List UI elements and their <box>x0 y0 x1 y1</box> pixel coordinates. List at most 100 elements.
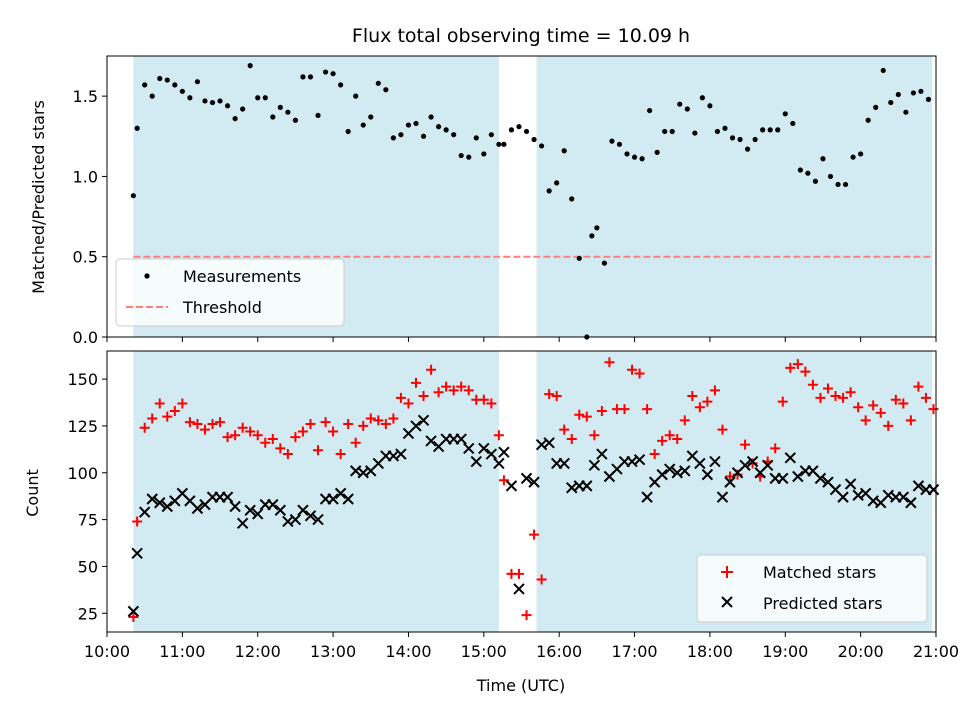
measurement-point <box>910 90 916 96</box>
measurement-point <box>576 255 582 261</box>
measurement-point <box>669 128 675 135</box>
matched-star-point <box>521 610 532 621</box>
predicted-star-point <box>784 452 797 464</box>
matched-star-point <box>252 430 263 441</box>
measurement-point <box>609 138 615 144</box>
matched-star-point <box>230 430 241 441</box>
predicted-star-point <box>244 504 256 516</box>
bottom-series-0 <box>128 357 939 623</box>
matched-star-point <box>815 392 826 403</box>
measurement-point <box>375 80 381 86</box>
x-tick-label-6: 16:00 <box>536 642 582 661</box>
matched-star-point <box>328 426 339 437</box>
predicted-star-point <box>138 506 151 518</box>
matched-star-point <box>657 435 668 446</box>
measurement-point <box>436 124 442 130</box>
matched-star-point <box>740 439 751 450</box>
matched-star-point <box>358 420 369 431</box>
predicted-star-point <box>410 420 422 432</box>
measurement-point <box>873 104 879 110</box>
measurement-point <box>330 71 336 77</box>
predicted-star-point <box>927 483 940 496</box>
matched-star-point <box>388 413 399 424</box>
measurement-point <box>360 122 366 128</box>
threshold-legend-label: Threshold <box>182 298 262 317</box>
matched-star-point <box>551 390 562 401</box>
measurement-point <box>247 63 253 69</box>
measurement-point <box>488 132 494 138</box>
matched-star-point <box>184 417 195 428</box>
measurement-point <box>631 154 638 160</box>
measurement-point <box>209 99 216 106</box>
measurement-point <box>797 167 803 173</box>
bottom-legend-box <box>696 554 928 623</box>
matched-star-point <box>747 458 758 469</box>
matched-star-point <box>807 379 818 390</box>
measurement-point <box>142 82 148 88</box>
matched-legend-marker <box>721 566 733 578</box>
measurement-point <box>729 135 736 141</box>
matched-star-point <box>403 398 414 409</box>
measurement-point <box>398 132 404 138</box>
measurement-point <box>270 114 276 120</box>
measurement-point <box>338 82 344 88</box>
top-series-0 <box>130 63 932 340</box>
top-y-axis-label: Matched/Predicted stars <box>29 100 48 294</box>
measurement-point <box>179 88 185 94</box>
predicted-star-point <box>694 457 706 470</box>
matched-star-point <box>441 381 452 392</box>
matched-star-point <box>845 387 856 398</box>
matched-star-point <box>694 402 705 413</box>
predicted-star-point <box>777 472 789 485</box>
measurement-point <box>858 151 864 157</box>
predicted-star-point <box>297 504 309 516</box>
predicted-star-point <box>455 433 467 445</box>
measurement-point <box>466 154 472 160</box>
measurements-legend-marker <box>144 273 150 279</box>
measurement-point <box>554 180 560 186</box>
bottom-y-tick-label-2: 75 <box>78 511 98 530</box>
predicted-star-point <box>334 487 347 500</box>
measurement-point <box>443 127 449 133</box>
matched-star-point <box>679 415 690 426</box>
predicted-star-point <box>701 468 714 481</box>
bottom-y-tick-label-5: 150 <box>67 370 98 389</box>
matched-star-point <box>604 357 615 368</box>
measurement-point <box>285 109 291 115</box>
predicted-star-point <box>236 517 249 530</box>
measurement-point <box>172 82 178 88</box>
matched-star-point <box>486 398 497 409</box>
measurement-point <box>194 79 201 85</box>
predicted-star-point <box>498 446 510 458</box>
measurement-point <box>639 156 645 162</box>
measurement-point <box>130 193 136 199</box>
measurement-point <box>413 120 419 127</box>
predicted-star-point <box>897 491 910 503</box>
matched-star-point <box>128 612 139 623</box>
predicted-star-point <box>417 414 430 427</box>
matched-star-point <box>463 385 474 396</box>
matched-star-point <box>785 362 796 373</box>
x-tick-label-1: 11:00 <box>159 642 205 661</box>
bottom-y-axis-label: Count <box>23 469 42 517</box>
measurement-point <box>315 112 321 119</box>
predicted-star-point <box>505 480 518 492</box>
matched-star-point <box>544 389 555 400</box>
measurement-point <box>594 225 600 231</box>
predicted-star-point <box>746 455 759 468</box>
matched-star-point <box>154 398 165 409</box>
matched-star-point <box>478 394 489 405</box>
matched-star-point <box>913 381 924 392</box>
measurement-point <box>420 133 427 139</box>
measurement-point <box>481 151 487 157</box>
measurement-point <box>496 141 502 147</box>
predicted-star-point <box>912 480 925 492</box>
matched-star-point <box>830 390 841 401</box>
matched-star-point <box>853 402 864 413</box>
bottom-observing-span-0 <box>133 351 499 632</box>
matched-star-point <box>822 383 833 394</box>
matched-star-point <box>838 392 849 403</box>
top-observing-span-1 <box>536 56 933 337</box>
measurement-point <box>428 114 434 120</box>
x-tick-label-8: 18:00 <box>687 642 733 661</box>
